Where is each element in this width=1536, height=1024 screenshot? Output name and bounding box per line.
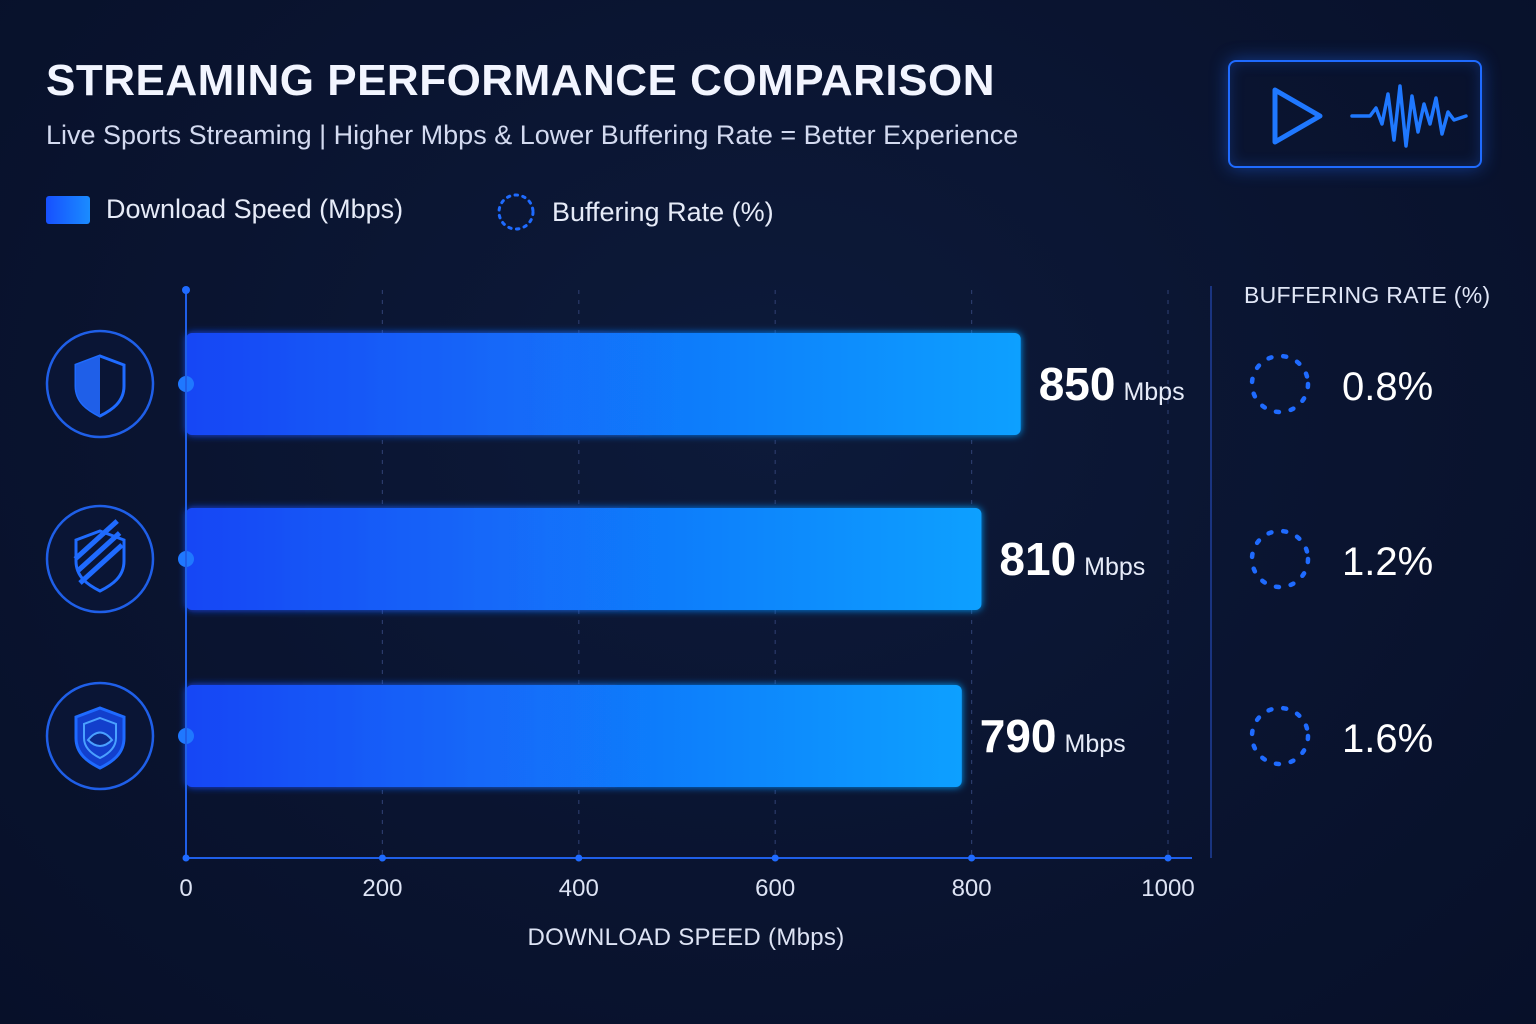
buffering-ring [1249, 353, 1311, 415]
bar [186, 333, 1021, 435]
x-tick-label: 600 [755, 875, 795, 902]
shield-stripe [73, 519, 119, 561]
shield-stripe [78, 543, 124, 585]
axis-end-dot [182, 286, 190, 294]
eye-shape [86, 731, 114, 747]
x-tick-label: 800 [952, 875, 992, 902]
x-tick-label: 200 [362, 875, 402, 902]
bar-value-label: 850 Mbps [1039, 358, 1185, 410]
x-tick-label: 400 [559, 875, 599, 902]
play-icon [1272, 87, 1323, 145]
legend-item-buffering: Buffering Rate (%) [496, 192, 774, 232]
legend-item-download: Download Speed (Mbps) [46, 194, 403, 225]
chart-subtitle: Live Sports Streaming | Higher Mbps & Lo… [46, 120, 1019, 150]
stream-badge [1228, 60, 1482, 168]
buffering-ring [1249, 705, 1311, 767]
eye-shield-icon [45, 681, 155, 791]
x-tick-mark [182, 854, 190, 862]
chart-title: STREAMING PERFORMANCE COMPARISON [46, 56, 995, 105]
x-tick-mark [575, 854, 583, 862]
shield-icon [45, 329, 155, 439]
bar [186, 685, 962, 787]
shield-half-fill [76, 356, 100, 416]
gradient-swatch-icon [46, 195, 90, 224]
bar-value-label: 790 Mbps [980, 710, 1126, 762]
bar-value-label: 810 Mbps [999, 533, 1145, 585]
icon-ring [45, 504, 155, 614]
buffering-value: 0.8% [1342, 365, 1433, 409]
shield-inner [83, 716, 117, 760]
legend-label: Buffering Rate (%) [552, 196, 774, 227]
x-tick-mark [378, 854, 386, 862]
x-tick-mark [771, 854, 779, 862]
x-tick-mark [1164, 854, 1172, 862]
x-axis-label: DOWNLOAD SPEED (Mbps) [527, 924, 845, 951]
x-tick-label: 0 [179, 875, 192, 902]
x-tick-mark [968, 854, 976, 862]
buffering-ring [1249, 528, 1311, 590]
waveform-icon [1350, 84, 1468, 148]
x-tick-label: 1000 [1141, 875, 1194, 902]
buffering-value: 1.2% [1342, 540, 1433, 584]
buffering-value: 1.6% [1342, 717, 1433, 761]
shield-stripe [75, 531, 122, 573]
shield-outline [74, 529, 126, 593]
striped-shield-icon [45, 504, 155, 614]
buffering-panel-title: BUFFERING RATE (%) [1244, 282, 1491, 308]
bar [186, 508, 982, 610]
legend-label: Download Speed (Mbps) [106, 194, 404, 224]
dotted-ring-icon [497, 193, 535, 231]
